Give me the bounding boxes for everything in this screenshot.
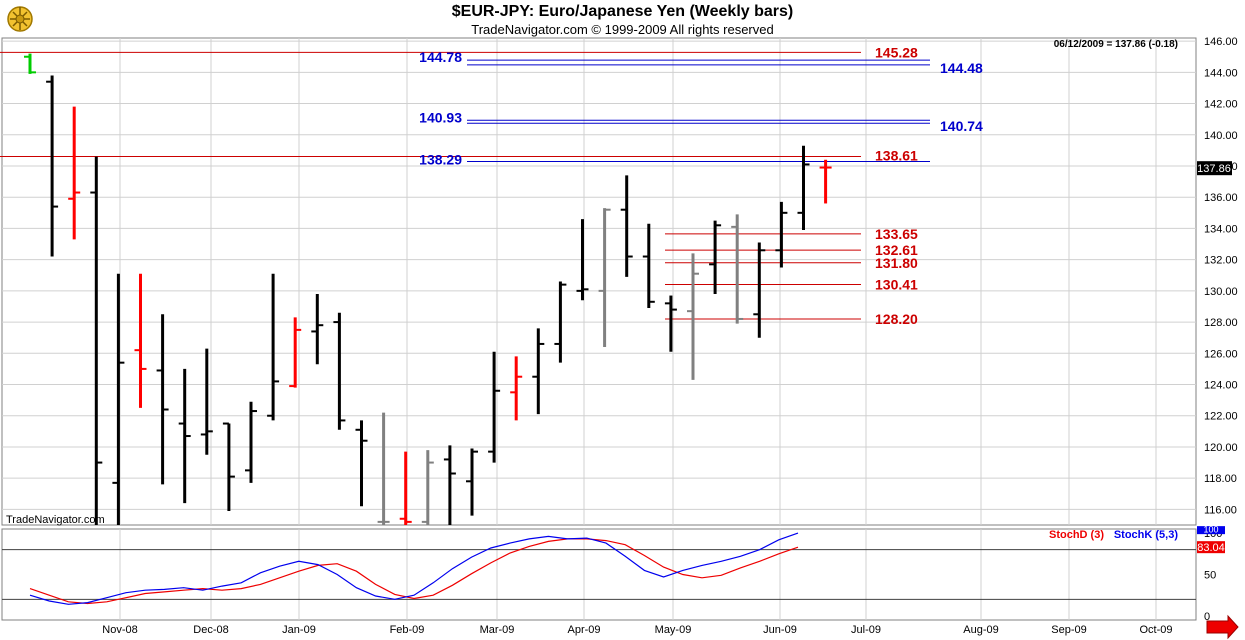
ohlc-bar — [642, 223, 655, 309]
ohlc-bar — [620, 175, 633, 277]
stoch-d-line — [29, 538, 799, 605]
ohlc-bar — [90, 156, 103, 525]
last-price-label: 137.86 — [1197, 163, 1231, 175]
y-tick-label: 124.00 — [1204, 380, 1238, 392]
price-panel — [1, 37, 1197, 526]
ohlc-bar — [819, 159, 832, 204]
x-tick-label: Sep-09 — [1051, 624, 1086, 636]
level-label: 133.65 — [875, 226, 918, 242]
level-label: 138.61 — [875, 147, 918, 163]
ohlc-bar — [466, 448, 478, 516]
x-tick-label: Feb-09 — [390, 624, 425, 636]
x-tick-label: Oct-09 — [1139, 624, 1172, 636]
ohlc-bar — [222, 422, 235, 511]
x-tick-label: Dec-08 — [193, 624, 228, 636]
ohlc-bar — [178, 368, 191, 504]
y-tick-label: 130.00 — [1204, 286, 1238, 298]
ohlc-bar — [46, 75, 59, 257]
trade-navigator-logo — [4, 2, 36, 34]
x-tick-label: Jan-09 — [282, 624, 316, 636]
ohlc-bar — [731, 214, 744, 324]
y-tick-label: 120.00 — [1204, 442, 1238, 454]
last-price-box — [1197, 161, 1232, 176]
ohlc-bar — [377, 412, 390, 525]
stoch-k-value-box — [1197, 526, 1225, 535]
stoch-d-legend: StochD (3) — [1049, 529, 1104, 541]
y-tick-label: 128.00 — [1204, 317, 1238, 329]
level-label: 145.28 — [875, 44, 918, 60]
y-tick-label: 126.00 — [1204, 348, 1238, 360]
ohlc-bar — [68, 106, 81, 240]
ohlc-bar — [200, 348, 213, 455]
ohlc-bar — [797, 145, 810, 230]
stoch-d-value-box — [1197, 541, 1225, 554]
last-quote-info: 06/12/2009 = 137.86 (-0.18) — [1054, 39, 1178, 50]
ohlc-bar — [687, 253, 699, 380]
stoch-k-value: 100 — [1203, 525, 1218, 535]
ohlc-bar — [598, 208, 611, 348]
x-tick-label: Nov-08 — [102, 624, 137, 636]
ohlc-bar — [488, 351, 501, 463]
ohlc-bar — [156, 314, 169, 485]
x-tick-label: Apr-09 — [567, 624, 600, 636]
y-tick-label: 144.00 — [1204, 67, 1238, 79]
level-label: 132.61 — [875, 242, 918, 258]
stoch-y-tick-label: 0 — [1204, 611, 1210, 623]
stoch-k-legend: StochK (5,3) — [1114, 529, 1179, 541]
y-tick-label: 132.00 — [1204, 255, 1238, 267]
y-tick-label: 122.00 — [1204, 411, 1238, 423]
y-tick-label: 142.00 — [1204, 99, 1238, 111]
level-label: 128.20 — [875, 311, 918, 327]
y-tick-label: 118.00 — [1204, 473, 1237, 485]
price-bars — [24, 53, 832, 525]
scroll-right-arrow-icon[interactable] — [1206, 614, 1239, 640]
ohlc-bar — [753, 242, 766, 338]
level-label: 131.80 — [875, 255, 918, 271]
ohlc-bar — [245, 401, 257, 483]
ohlc-bar — [134, 273, 147, 408]
ohlc-bar — [775, 201, 788, 268]
level-label: 144.48 — [940, 60, 983, 76]
ohlc-bar — [267, 273, 280, 421]
y-tick-label: 140.00 — [1204, 130, 1238, 142]
stoch-k-line — [29, 532, 799, 605]
x-tick-label: Jun-09 — [763, 624, 797, 636]
level-label: 144.78 — [419, 49, 462, 65]
ohlc-bar — [576, 219, 589, 301]
x-tick-label: Mar-09 — [480, 624, 515, 636]
y-tick-label: 146.00 — [1204, 36, 1238, 48]
ohlc-bar — [421, 450, 434, 525]
level-label: 140.93 — [419, 109, 462, 125]
ohlc-bar — [443, 445, 456, 525]
chart-header: $EUR-JPY: Euro/Japanese Yen (Weekly bars… — [0, 0, 1245, 38]
ohlc-bar — [289, 317, 302, 388]
chart-title: $EUR-JPY: Euro/Japanese Yen (Weekly bars… — [451, 3, 794, 20]
ohlc-bar — [24, 53, 36, 74]
y-tick-label: 136.00 — [1204, 192, 1238, 204]
stoch-y-tick-label: 50 — [1204, 570, 1216, 582]
ohlc-bar — [112, 273, 125, 525]
ohlc-bar — [709, 220, 722, 294]
level-label: 140.74 — [940, 118, 983, 134]
ohlc-bar — [399, 451, 412, 525]
x-tick-label: Jul-09 — [851, 624, 881, 636]
stochastic-panel — [1, 528, 1197, 621]
stoch-d-value: 83.04 — [1197, 542, 1225, 554]
chart-subtitle: TradeNavigator.com © 1999-2009 All right… — [471, 22, 774, 37]
ohlc-bar — [532, 328, 545, 415]
y-tick-label: 134.00 — [1204, 223, 1238, 235]
x-tick-label: Aug-09 — [963, 624, 998, 636]
level-label: 130.41 — [875, 276, 918, 292]
ohlc-bar — [554, 281, 567, 363]
ohlc-bar — [333, 312, 346, 430]
x-tick-label: May-09 — [655, 624, 692, 636]
ohlc-bar — [355, 420, 368, 507]
level-label: 138.29 — [419, 151, 462, 167]
watermark: TradeNavigator.com — [6, 514, 105, 526]
ohlc-bar — [510, 356, 523, 421]
y-tick-label: 116.00 — [1204, 504, 1237, 516]
ohlc-bar — [311, 293, 324, 365]
ohlc-bar — [664, 295, 677, 352]
